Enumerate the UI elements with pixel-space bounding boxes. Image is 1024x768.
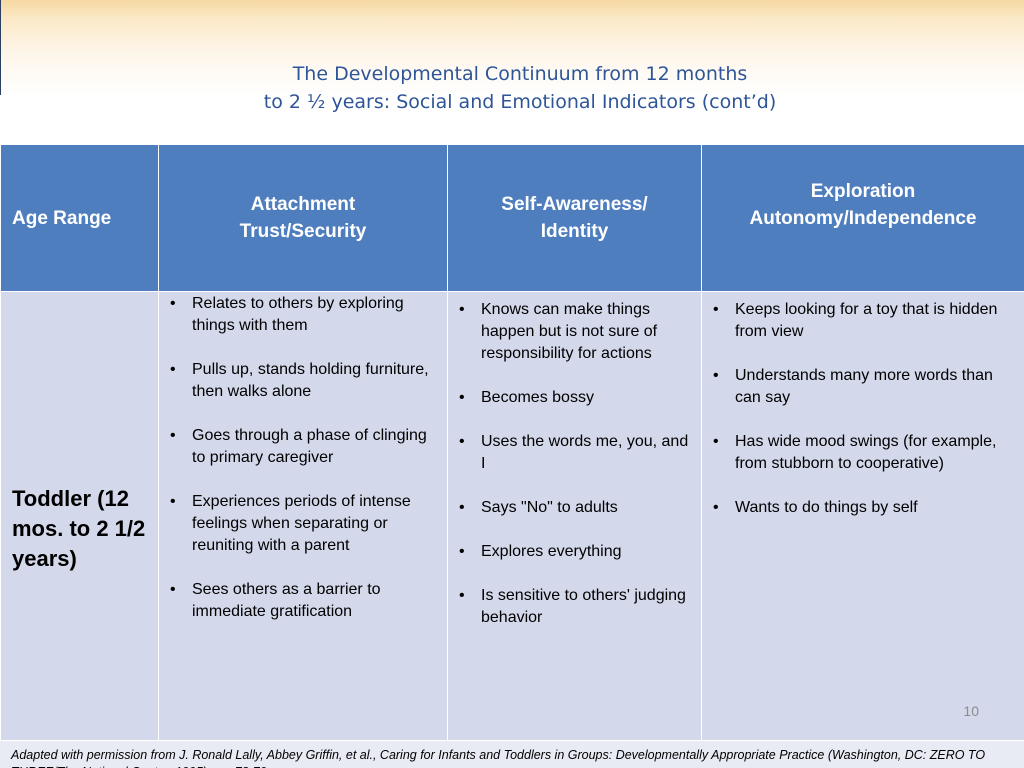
attachment-list: Relates to others by exploring things wi…	[159, 292, 447, 623]
list-item: Explores everything	[448, 541, 701, 563]
header-self-awareness: Self-Awareness/ Identity	[447, 144, 702, 292]
list-item: Knows can make things happen but is not …	[448, 299, 701, 365]
age-range-label: Toddler (12 mos. to 2 1/2 years)	[12, 486, 146, 571]
list-item: Experiences periods of intense feelings …	[159, 491, 447, 557]
table-row-toddler: Toddler (12 mos. to 2 1/2 years) Relates…	[0, 291, 1024, 767]
header-age-range: Age Range	[0, 144, 159, 292]
list-item: Understands many more words than can say	[702, 365, 1024, 409]
list-item: Relates to others by exploring things wi…	[159, 293, 447, 337]
slide-title-line2: to 2 ½ years: Social and Emotional Indic…	[263, 91, 777, 113]
footnote: Adapted with permission from J. Ronald L…	[0, 740, 1024, 768]
table-header-row: Age Range Attachment Trust/Security Self…	[0, 144, 1024, 292]
attachment-cell: Relates to others by exploring things wi…	[158, 291, 448, 767]
slide-title: The Developmental Continuum from 12 mont…	[180, 60, 860, 116]
title-band	[0, 0, 1024, 140]
page-number: 10	[963, 703, 979, 719]
list-item: Uses the words me, you, and I	[448, 431, 701, 475]
header-exploration: Exploration Autonomy/Independence	[701, 144, 1024, 292]
indicators-table: Age Range Attachment Trust/Security Self…	[0, 144, 1024, 767]
self-awareness-list: Knows can make things happen but is not …	[448, 292, 701, 629]
exploration-cell: Keeps looking for a toy that is hidden f…	[701, 291, 1024, 767]
list-item: Sees others as a barrier to immediate gr…	[159, 579, 447, 623]
list-item: Is sensitive to others' judging behavior	[448, 585, 701, 629]
list-item: Has wide mood swings (for example, from …	[702, 431, 1024, 475]
self-awareness-cell: Knows can make things happen but is not …	[447, 291, 702, 767]
list-item: Becomes bossy	[448, 387, 701, 409]
slide-title-line1: The Developmental Continuum from 12 mont…	[292, 63, 748, 85]
list-item: Says "No" to adults	[448, 497, 701, 519]
header-attachment: Attachment Trust/Security	[158, 144, 448, 292]
list-item: Keeps looking for a toy that is hidden f…	[702, 299, 1024, 343]
exploration-list: Keeps looking for a toy that is hidden f…	[702, 292, 1024, 519]
list-item: Pulls up, stands holding furniture, then…	[159, 359, 447, 403]
list-item: Wants to do things by self	[702, 497, 1024, 519]
list-item: Goes through a phase of clinging to prim…	[159, 425, 447, 469]
age-range-cell: Toddler (12 mos. to 2 1/2 years)	[0, 291, 159, 767]
